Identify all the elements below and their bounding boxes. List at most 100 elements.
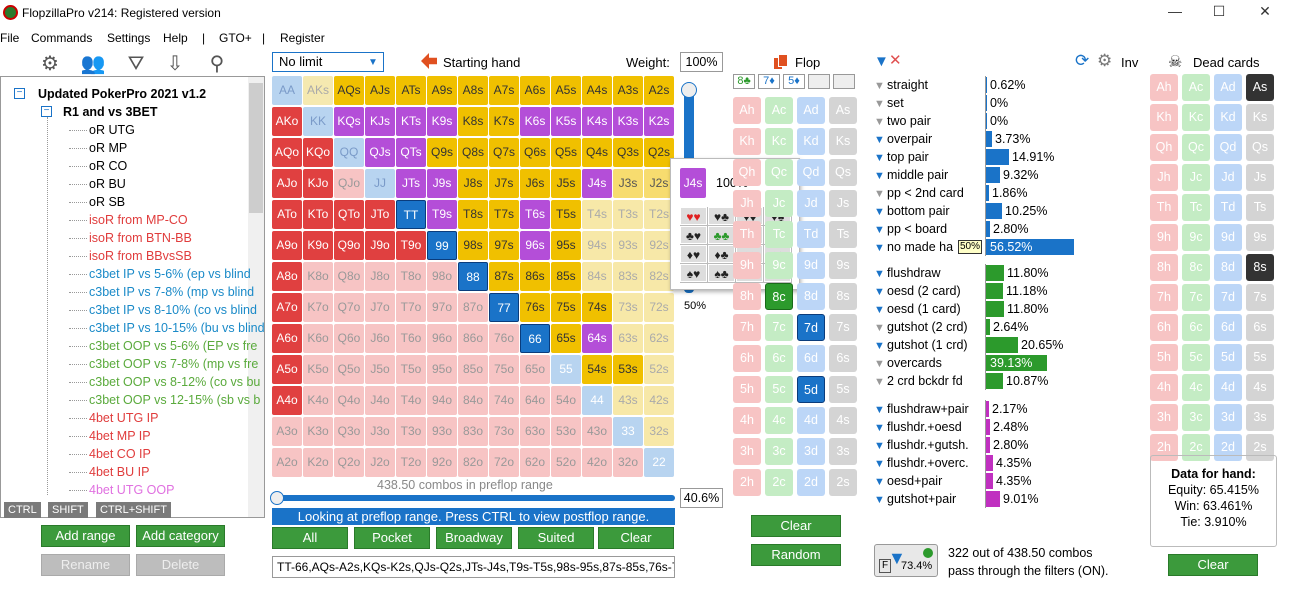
hand-cell[interactable]: QTo [334,200,364,229]
close-button[interactable]: ✕ [1259,3,1271,19]
flop-card-4s[interactable]: 4s [829,407,857,434]
hand-cell[interactable]: 85s [551,262,581,291]
dead-card-Jd[interactable]: Jd [1214,164,1242,191]
hand-cell[interactable]: 97s [489,231,519,260]
hand-cell[interactable]: 75o [489,355,519,384]
flop-card-2c[interactable]: 2c [765,469,793,496]
funnel-icon[interactable]: ▼ [874,286,885,298]
hand-cell[interactable]: 73o [489,417,519,446]
hand-cell[interactable]: 63s [613,324,643,353]
funnel-icon[interactable]: ▼ [874,322,885,334]
hand-cell[interactable]: 64s [582,324,612,353]
hand-cell[interactable]: JTo [365,200,395,229]
funnel-icon[interactable]: ▼ [874,80,885,92]
flop-card-Js[interactable]: Js [829,190,857,217]
dead-card-Qh[interactable]: Qh [1150,134,1178,161]
range-percent-slider[interactable] [272,495,675,501]
dead-card-3h[interactable]: 3h [1150,404,1178,431]
flop-card-Ts[interactable]: Ts [829,221,857,248]
tree-item[interactable]: c3bet IP vs 10-15% (bu vs blind [89,321,265,335]
hand-cell[interactable]: K8s [458,107,488,136]
dead-card-3c[interactable]: 3c [1182,404,1210,431]
range-slider-knob[interactable] [270,491,284,505]
hand-cell[interactable]: A2o [272,448,302,477]
dead-clear-button[interactable]: Clear [1168,554,1258,576]
dead-card-Kd[interactable]: Kd [1214,104,1242,131]
hand-cell[interactable]: AKo [272,107,302,136]
suit-combo-cell[interactable]: ♥♥ [680,207,707,225]
dead-card-2c[interactable]: 2c [1182,434,1210,461]
hand-cell[interactable]: Q9s [427,138,457,167]
tree-item[interactable]: c3bet IP vs 5-6% (ep vs blind [89,267,251,281]
tree-item[interactable]: oR BU [89,177,126,191]
flop-slot[interactable] [833,74,855,89]
hand-cell[interactable]: J2s [644,169,674,198]
hand-cell[interactable]: J7s [489,169,519,198]
flop-slot[interactable] [808,74,830,89]
hand-cell[interactable]: K4o [303,386,333,415]
dead-card-6d[interactable]: 6d [1214,314,1242,341]
hand-cell[interactable]: 55 [551,355,581,384]
hand-cell[interactable]: K9o [303,231,333,260]
filter-icon[interactable]: ▼ [874,53,889,70]
flop-card-8s[interactable]: 8s [829,283,857,310]
hand-cell[interactable]: 96s [520,231,550,260]
tree-item[interactable]: oR CO [89,159,128,173]
dead-card-Qd[interactable]: Qd [1214,134,1242,161]
hand-cell[interactable]: 44 [582,386,612,415]
dead-card-Ts[interactable]: Ts [1246,194,1274,221]
hand-cell[interactable]: K5s [551,107,581,136]
tree-item[interactable]: 4bet CO IP [89,447,151,461]
tree-item[interactable]: oR SB [89,195,126,209]
hand-cell[interactable]: Q3o [334,417,364,446]
hand-cell[interactable]: T6s [520,200,550,229]
tree-item[interactable]: 4bet UTG OOP [89,483,175,497]
flop-card-6s[interactable]: 6s [829,345,857,372]
hand-cell[interactable]: T6o [396,324,426,353]
stat-row[interactable]: ▼ flushdr.+overc. [874,454,969,472]
hand-cell[interactable]: 22 [644,448,674,477]
stat-row[interactable]: ▼ middle pair [874,166,948,184]
hand-cell[interactable]: AQo [272,138,302,167]
dead-card-8c[interactable]: 8c [1182,254,1210,281]
hand-cell[interactable]: Q7s [489,138,519,167]
stat-row[interactable]: ▼ gutshot+pair [874,490,956,508]
hand-cell[interactable]: Q9o [334,231,364,260]
minimize-button[interactable]: — [1168,3,1182,19]
flop-card-Jc[interactable]: Jc [765,190,793,217]
hand-cell[interactable]: ATs [396,76,426,105]
dead-card-4h[interactable]: 4h [1150,374,1178,401]
dead-card-4s[interactable]: 4s [1246,374,1274,401]
flop-card-5s[interactable]: 5s [829,376,857,403]
weight-input[interactable]: 100% [680,52,723,72]
tree-item[interactable]: c3bet IP vs 8-10% (co vs blind [89,303,257,317]
flop-card-9c[interactable]: 9c [765,252,793,279]
flop-random-button[interactable]: Random [751,544,841,566]
stat-row[interactable]: ▼ oesd+pair [874,472,942,490]
tree-item[interactable]: c3bet OOP vs 12-15% (sb vs b [89,393,261,407]
dead-card-6c[interactable]: 6c [1182,314,1210,341]
stat-row[interactable]: ▼ 2 crd bckdr fd [874,372,963,390]
inv-label[interactable]: Inv [1121,55,1139,70]
hand-cell[interactable]: K5o [303,355,333,384]
range-broadway-button[interactable]: Broadway [436,527,512,549]
hand-cell[interactable]: A2s [644,76,674,105]
add-range-button[interactable]: Add range [41,525,130,547]
flop-card-6d[interactable]: 6d [797,345,825,372]
stat-row[interactable]: ▼ overpair [874,130,932,148]
stat-row[interactable]: ▼ no made ha [874,238,953,256]
tree-item[interactable]: isoR from BBvsSB [89,249,192,263]
flop-card-Tc[interactable]: Tc [765,221,793,248]
flop-card-6h[interactable]: 6h [733,345,761,372]
users-icon[interactable]: 👥 [80,53,106,75]
hand-cell[interactable]: A7s [489,76,519,105]
suit-combo-cell[interactable]: ♦♣ [708,245,735,263]
stat-row[interactable]: ▼ top pair [874,148,929,166]
hand-cell[interactable]: 82o [458,448,488,477]
hand-cell[interactable]: 72o [489,448,519,477]
funnel-icon[interactable]: ▼ [874,458,885,470]
tree-scroll-thumb[interactable] [249,83,263,213]
limit-select[interactable]: No limit [272,52,384,72]
flop-card-Ad[interactable]: Ad [797,97,825,124]
funnel-icon[interactable]: ▼ [874,376,885,388]
